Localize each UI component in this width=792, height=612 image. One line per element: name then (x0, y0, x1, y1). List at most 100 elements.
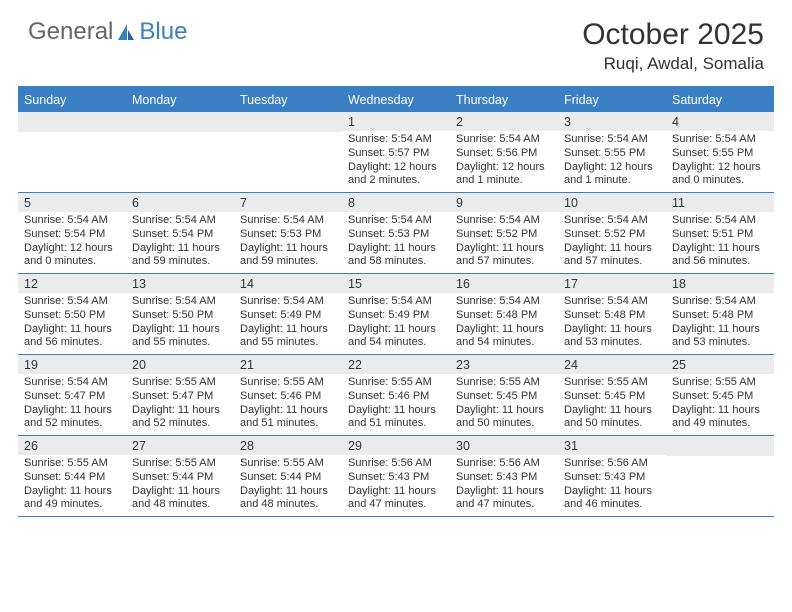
day-cell: 1Sunrise: 5:54 AMSunset: 5:57 PMDaylight… (342, 112, 450, 192)
day-info: Sunrise: 5:55 AMSunset: 5:44 PMDaylight:… (234, 455, 342, 516)
day-header: Tuesday (234, 88, 342, 112)
day-header: Thursday (450, 88, 558, 112)
day-number: 5 (18, 193, 126, 212)
day-number: 22 (342, 355, 450, 374)
day-info: Sunrise: 5:55 AMSunset: 5:45 PMDaylight:… (450, 374, 558, 435)
day-header: Monday (126, 88, 234, 112)
day-number: 8 (342, 193, 450, 212)
day-number: 26 (18, 436, 126, 455)
day-number: 2 (450, 112, 558, 131)
day-header: Friday (558, 88, 666, 112)
location-text: Ruqi, Awdal, Somalia (582, 54, 764, 74)
sail-icon (116, 22, 136, 42)
header: General Blue October 2025 Ruqi, Awdal, S… (0, 0, 792, 78)
day-number: 9 (450, 193, 558, 212)
week-row: 26Sunrise: 5:55 AMSunset: 5:44 PMDayligh… (18, 436, 774, 517)
day-number: 20 (126, 355, 234, 374)
day-info: Sunrise: 5:54 AMSunset: 5:52 PMDaylight:… (558, 212, 666, 273)
day-cell: 29Sunrise: 5:56 AMSunset: 5:43 PMDayligh… (342, 436, 450, 516)
logo-part1: General (28, 18, 113, 46)
day-cell: 25Sunrise: 5:55 AMSunset: 5:45 PMDayligh… (666, 355, 774, 435)
day-info: Sunrise: 5:54 AMSunset: 5:53 PMDaylight:… (342, 212, 450, 273)
day-number: 10 (558, 193, 666, 212)
day-number: 21 (234, 355, 342, 374)
week-row: 12Sunrise: 5:54 AMSunset: 5:50 PMDayligh… (18, 274, 774, 355)
day-cell: 14Sunrise: 5:54 AMSunset: 5:49 PMDayligh… (234, 274, 342, 354)
day-cell: 24Sunrise: 5:55 AMSunset: 5:45 PMDayligh… (558, 355, 666, 435)
day-number: 29 (342, 436, 450, 455)
day-cell: 28Sunrise: 5:55 AMSunset: 5:44 PMDayligh… (234, 436, 342, 516)
blank-day (666, 436, 774, 456)
day-info: Sunrise: 5:55 AMSunset: 5:44 PMDaylight:… (18, 455, 126, 516)
day-info: Sunrise: 5:54 AMSunset: 5:49 PMDaylight:… (342, 293, 450, 354)
day-number: 25 (666, 355, 774, 374)
day-cell: 20Sunrise: 5:55 AMSunset: 5:47 PMDayligh… (126, 355, 234, 435)
day-cell: 3Sunrise: 5:54 AMSunset: 5:55 PMDaylight… (558, 112, 666, 192)
blank-day (126, 112, 234, 132)
week-row: 5Sunrise: 5:54 AMSunset: 5:54 PMDaylight… (18, 193, 774, 274)
day-info: Sunrise: 5:55 AMSunset: 5:44 PMDaylight:… (126, 455, 234, 516)
day-cell: 16Sunrise: 5:54 AMSunset: 5:48 PMDayligh… (450, 274, 558, 354)
day-number: 17 (558, 274, 666, 293)
day-number: 28 (234, 436, 342, 455)
day-cell: 19Sunrise: 5:54 AMSunset: 5:47 PMDayligh… (18, 355, 126, 435)
day-info: Sunrise: 5:55 AMSunset: 5:45 PMDaylight:… (666, 374, 774, 435)
day-cell: 30Sunrise: 5:56 AMSunset: 5:43 PMDayligh… (450, 436, 558, 516)
logo-part2: Blue (139, 18, 187, 46)
day-info: Sunrise: 5:54 AMSunset: 5:48 PMDaylight:… (666, 293, 774, 354)
day-info: Sunrise: 5:54 AMSunset: 5:54 PMDaylight:… (126, 212, 234, 273)
day-header-row: SundayMondayTuesdayWednesdayThursdayFrid… (18, 88, 774, 112)
day-cell: 6Sunrise: 5:54 AMSunset: 5:54 PMDaylight… (126, 193, 234, 273)
day-cell: 22Sunrise: 5:55 AMSunset: 5:46 PMDayligh… (342, 355, 450, 435)
day-cell: 8Sunrise: 5:54 AMSunset: 5:53 PMDaylight… (342, 193, 450, 273)
day-number: 13 (126, 274, 234, 293)
day-number: 1 (342, 112, 450, 131)
day-header: Sunday (18, 88, 126, 112)
week-row: 19Sunrise: 5:54 AMSunset: 5:47 PMDayligh… (18, 355, 774, 436)
day-info: Sunrise: 5:54 AMSunset: 5:55 PMDaylight:… (666, 131, 774, 192)
blank-day (18, 112, 126, 132)
day-info: Sunrise: 5:54 AMSunset: 5:50 PMDaylight:… (126, 293, 234, 354)
day-cell: 13Sunrise: 5:54 AMSunset: 5:50 PMDayligh… (126, 274, 234, 354)
day-number: 27 (126, 436, 234, 455)
day-info: Sunrise: 5:54 AMSunset: 5:51 PMDaylight:… (666, 212, 774, 273)
day-header: Saturday (666, 88, 774, 112)
day-info: Sunrise: 5:56 AMSunset: 5:43 PMDaylight:… (558, 455, 666, 516)
day-info: Sunrise: 5:55 AMSunset: 5:45 PMDaylight:… (558, 374, 666, 435)
day-cell: 26Sunrise: 5:55 AMSunset: 5:44 PMDayligh… (18, 436, 126, 516)
week-row: 1Sunrise: 5:54 AMSunset: 5:57 PMDaylight… (18, 112, 774, 193)
day-number: 7 (234, 193, 342, 212)
day-cell: 10Sunrise: 5:54 AMSunset: 5:52 PMDayligh… (558, 193, 666, 273)
day-number: 30 (450, 436, 558, 455)
blank-day (234, 112, 342, 132)
day-number: 12 (18, 274, 126, 293)
day-number: 23 (450, 355, 558, 374)
day-info: Sunrise: 5:54 AMSunset: 5:52 PMDaylight:… (450, 212, 558, 273)
day-info: Sunrise: 5:54 AMSunset: 5:57 PMDaylight:… (342, 131, 450, 192)
day-cell (666, 436, 774, 516)
day-cell (126, 112, 234, 192)
day-number: 16 (450, 274, 558, 293)
day-number: 11 (666, 193, 774, 212)
day-number: 14 (234, 274, 342, 293)
day-cell: 18Sunrise: 5:54 AMSunset: 5:48 PMDayligh… (666, 274, 774, 354)
day-cell: 7Sunrise: 5:54 AMSunset: 5:53 PMDaylight… (234, 193, 342, 273)
day-info: Sunrise: 5:54 AMSunset: 5:56 PMDaylight:… (450, 131, 558, 192)
day-number: 18 (666, 274, 774, 293)
day-cell: 27Sunrise: 5:55 AMSunset: 5:44 PMDayligh… (126, 436, 234, 516)
day-info: Sunrise: 5:54 AMSunset: 5:55 PMDaylight:… (558, 131, 666, 192)
day-info: Sunrise: 5:56 AMSunset: 5:43 PMDaylight:… (450, 455, 558, 516)
day-cell: 12Sunrise: 5:54 AMSunset: 5:50 PMDayligh… (18, 274, 126, 354)
day-cell: 15Sunrise: 5:54 AMSunset: 5:49 PMDayligh… (342, 274, 450, 354)
day-info: Sunrise: 5:54 AMSunset: 5:49 PMDaylight:… (234, 293, 342, 354)
title-block: October 2025 Ruqi, Awdal, Somalia (582, 18, 764, 74)
day-info: Sunrise: 5:56 AMSunset: 5:43 PMDaylight:… (342, 455, 450, 516)
day-number: 24 (558, 355, 666, 374)
day-info: Sunrise: 5:54 AMSunset: 5:48 PMDaylight:… (558, 293, 666, 354)
logo: General Blue (28, 18, 187, 46)
day-cell: 2Sunrise: 5:54 AMSunset: 5:56 PMDaylight… (450, 112, 558, 192)
day-cell: 21Sunrise: 5:55 AMSunset: 5:46 PMDayligh… (234, 355, 342, 435)
day-cell: 23Sunrise: 5:55 AMSunset: 5:45 PMDayligh… (450, 355, 558, 435)
day-cell: 9Sunrise: 5:54 AMSunset: 5:52 PMDaylight… (450, 193, 558, 273)
day-info: Sunrise: 5:55 AMSunset: 5:46 PMDaylight:… (234, 374, 342, 435)
